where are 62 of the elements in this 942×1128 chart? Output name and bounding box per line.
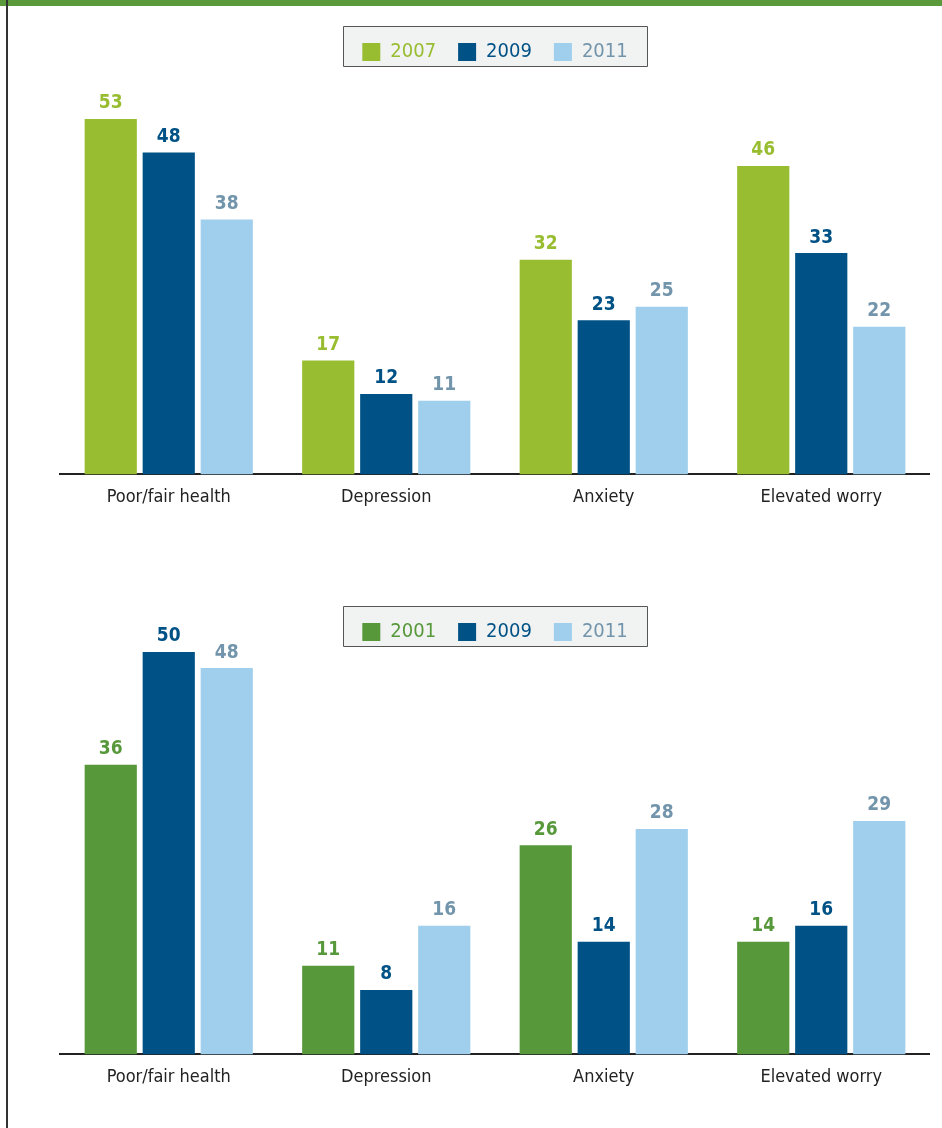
- bar: [737, 165, 790, 475]
- data-label: 14: [751, 913, 776, 936]
- x-tick-label: Depression: [341, 1064, 432, 1086]
- bar: [84, 764, 137, 1055]
- bar: [737, 941, 790, 1055]
- data-label: 46: [751, 137, 776, 160]
- bar: [360, 990, 413, 1055]
- legend-label: 2001: [390, 618, 437, 643]
- bar: [635, 306, 688, 475]
- bar: [795, 925, 848, 1055]
- data-label: 53: [98, 90, 123, 113]
- data-label: 22: [867, 298, 892, 321]
- legend-label: 2011: [581, 618, 628, 643]
- data-label: 50: [156, 623, 181, 646]
- data-label: 14: [591, 913, 616, 936]
- legend-label: 2011: [581, 38, 628, 63]
- data-label: 32: [533, 231, 558, 254]
- x-tick-label: Elevated worry: [760, 484, 883, 506]
- x-tick-label: Anxiety: [573, 1064, 635, 1086]
- data-label: 8: [380, 961, 393, 984]
- data-label: 38: [214, 190, 239, 213]
- bar: [853, 821, 906, 1055]
- x-tick-label: Depression: [341, 484, 432, 506]
- data-label: 25: [649, 278, 674, 301]
- bar: [418, 400, 471, 475]
- bar: [142, 652, 195, 1055]
- data-label: 29: [867, 792, 892, 815]
- bar: [519, 259, 572, 475]
- bar: [302, 965, 355, 1055]
- data-label: 48: [214, 639, 239, 662]
- legend-label: 2007: [390, 38, 437, 63]
- data-label: 26: [533, 816, 558, 839]
- bar: [84, 118, 137, 475]
- data-label: 12: [374, 365, 399, 388]
- x-tick-label: Poor/fair health: [106, 484, 231, 506]
- bar: [795, 253, 848, 475]
- data-label: 33: [809, 224, 834, 247]
- data-label: 17: [316, 331, 341, 354]
- bar: [635, 829, 688, 1055]
- bar: [142, 152, 195, 475]
- bar: [519, 845, 572, 1055]
- x-tick-label: Elevated worry: [760, 1064, 883, 1086]
- bar: [200, 668, 253, 1055]
- x-tick-label: Anxiety: [573, 484, 635, 506]
- x-tick-label: Poor/fair health: [106, 1064, 231, 1086]
- data-label: 11: [316, 937, 341, 960]
- data-label: 28: [649, 800, 674, 823]
- data-label: 16: [809, 897, 834, 920]
- legend-label: 2009: [486, 618, 532, 643]
- data-label: 23: [591, 291, 616, 314]
- bar: [302, 360, 355, 475]
- bar: [418, 925, 471, 1055]
- data-label: 11: [432, 372, 457, 395]
- bar: [360, 393, 413, 475]
- legend-label: 2009: [486, 38, 532, 63]
- bar: [853, 326, 906, 475]
- bar: [577, 941, 630, 1055]
- bar: [200, 219, 253, 475]
- data-label: 36: [98, 736, 123, 759]
- data-label: 48: [156, 123, 181, 146]
- data-label: 16: [432, 897, 457, 920]
- bar: [577, 320, 630, 475]
